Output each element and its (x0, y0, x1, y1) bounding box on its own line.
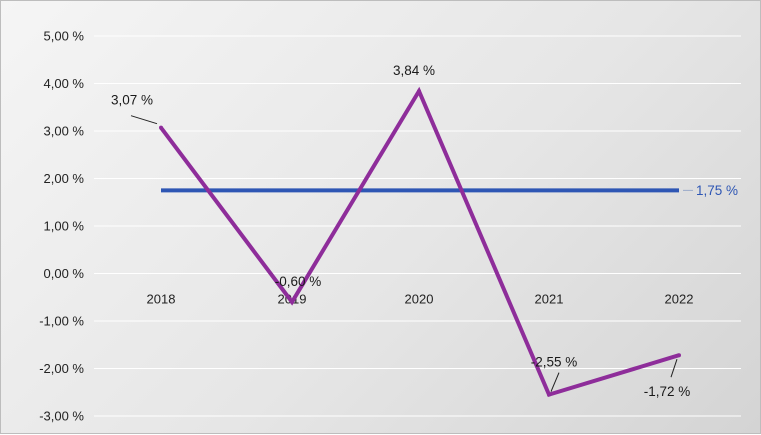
x-tick-label: 2018 (147, 292, 176, 307)
y-tick-label: 0,00 % (44, 266, 85, 281)
y-tick-label: -3,00 % (39, 409, 84, 424)
data-label: 3,07 % (111, 93, 153, 108)
y-tick-label: -1,00 % (39, 314, 84, 329)
x-tick-label: 2021 (535, 292, 564, 307)
data-point (417, 89, 421, 94)
data-label: -0,60 % (275, 274, 322, 289)
y-tick-label: -2,00 % (39, 361, 84, 376)
data-label: 3,84 % (393, 63, 435, 78)
data-label-leader (130, 115, 158, 125)
x-tick-label: 2022 (665, 292, 694, 307)
average-value-label: 1,75 % (696, 183, 738, 198)
y-tick-label: 3,00 % (44, 124, 85, 139)
data-label: -1,72 % (644, 384, 691, 399)
data-point (159, 125, 163, 130)
series-line (159, 86, 680, 398)
data-label: -2,55 % (531, 355, 578, 370)
y-tick-label: 5,00 % (44, 29, 85, 44)
x-tick-label: 2020 (405, 292, 434, 307)
data-point (677, 353, 681, 358)
y-tick-label: 4,00 % (44, 76, 85, 91)
data-point (290, 300, 294, 304)
data-point (547, 392, 551, 397)
data-label-leader (550, 372, 560, 392)
y-tick-label: 1,00 % (44, 219, 85, 234)
data-label-leader (670, 359, 678, 378)
y-tick-label: 2,00 % (44, 171, 85, 186)
